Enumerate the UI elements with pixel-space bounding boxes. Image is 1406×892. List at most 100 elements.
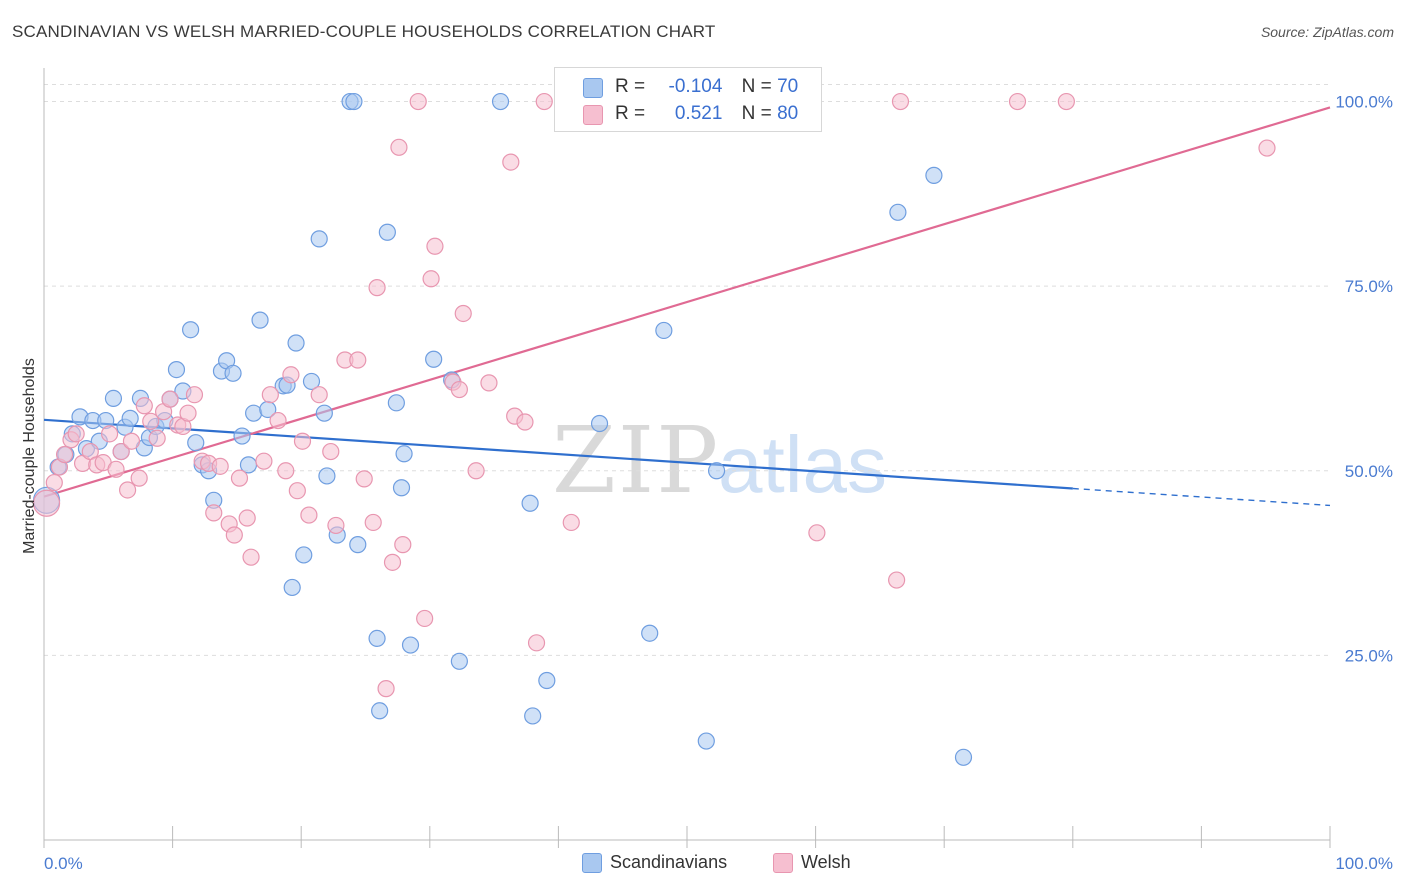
data-point-welsh bbox=[282, 366, 300, 384]
data-point-welsh bbox=[527, 634, 546, 652]
data-point-welsh bbox=[1057, 92, 1075, 111]
legend-label-welsh: Welsh bbox=[801, 852, 851, 872]
data-point-scandinavians bbox=[401, 636, 420, 654]
data-point-welsh bbox=[135, 397, 153, 415]
watermark-zip: ZIP bbox=[552, 407, 720, 514]
data-point-welsh bbox=[310, 386, 328, 404]
x-tick-label-min: 0.0% bbox=[44, 854, 83, 873]
data-point-welsh bbox=[808, 524, 826, 542]
data-point-welsh bbox=[377, 680, 395, 698]
data-point-welsh bbox=[467, 462, 485, 480]
data-point-scandinavians bbox=[104, 389, 123, 407]
trend-line-scandinavians-extension bbox=[1072, 487, 1331, 507]
data-point-scandinavians bbox=[707, 462, 726, 480]
data-point-scandinavians bbox=[121, 409, 139, 427]
data-point-welsh bbox=[394, 536, 412, 554]
data-point-scandinavians bbox=[295, 546, 313, 564]
data-point-welsh bbox=[368, 279, 386, 297]
data-point-scandinavians bbox=[697, 732, 715, 750]
data-point-welsh bbox=[322, 442, 340, 461]
data-point-welsh bbox=[383, 553, 402, 571]
data-point-welsh bbox=[118, 481, 137, 499]
data-point-scandinavians bbox=[954, 748, 973, 766]
data-point-welsh bbox=[409, 92, 427, 111]
data-point-scandinavians bbox=[590, 414, 609, 433]
data-point-scandinavians bbox=[167, 361, 186, 379]
data-point-welsh bbox=[161, 390, 179, 408]
data-point-welsh bbox=[242, 548, 260, 566]
data-point-scandinavians bbox=[371, 702, 389, 720]
data-point-welsh bbox=[122, 432, 141, 450]
data-point-welsh bbox=[225, 526, 243, 544]
data-point-welsh bbox=[1008, 92, 1027, 111]
data-point-welsh bbox=[107, 460, 125, 478]
data-point-welsh bbox=[349, 351, 367, 369]
data-point-scandinavians bbox=[224, 364, 242, 382]
data-point-welsh bbox=[426, 237, 444, 255]
data-point-welsh bbox=[891, 92, 910, 111]
data-point-scandinavians bbox=[538, 671, 556, 690]
axes bbox=[43, 68, 1331, 848]
data-point-scandinavians bbox=[318, 467, 336, 485]
data-point-scandinavians bbox=[491, 92, 510, 111]
data-point-scandinavians bbox=[287, 334, 305, 352]
data-point-welsh bbox=[502, 153, 520, 171]
data-point-welsh bbox=[100, 425, 119, 443]
data-point-scandinavians bbox=[378, 223, 396, 241]
data-points bbox=[32, 92, 1276, 766]
y-axis-label: Married-couple Households bbox=[21, 358, 38, 554]
data-point-scandinavians bbox=[310, 230, 328, 248]
data-point-welsh bbox=[454, 304, 472, 323]
data-point-welsh bbox=[112, 442, 130, 461]
data-point-welsh bbox=[67, 425, 85, 443]
data-point-scandinavians bbox=[925, 166, 943, 184]
legend-n-value: 80 bbox=[777, 103, 799, 124]
data-point-welsh bbox=[45, 473, 63, 492]
y-tick-label: 100.0% bbox=[1335, 93, 1393, 112]
watermark-atlas: atlas bbox=[718, 420, 887, 509]
data-point-welsh bbox=[179, 404, 197, 422]
data-point-welsh bbox=[300, 506, 318, 524]
data-point-scandinavians bbox=[251, 311, 269, 329]
data-point-welsh bbox=[327, 516, 345, 535]
data-point-welsh bbox=[130, 469, 148, 487]
tick-labels: 0.0% 100.0% Married-couple Households 25… bbox=[21, 93, 1393, 873]
data-point-welsh bbox=[148, 429, 166, 447]
legend-swatch-blue bbox=[583, 78, 603, 98]
watermark: ZIP atlas bbox=[552, 407, 887, 514]
legend-r-value: -0.104 bbox=[668, 76, 723, 97]
data-point-welsh bbox=[535, 92, 553, 111]
data-point-welsh bbox=[364, 513, 382, 532]
data-point-welsh bbox=[422, 270, 440, 288]
y-tick-label: 25.0% bbox=[1345, 646, 1393, 665]
legend-label-scandinavians: Scandinavians bbox=[610, 852, 728, 872]
data-point-scandinavians bbox=[233, 427, 251, 445]
data-point-welsh bbox=[55, 445, 74, 464]
data-point-welsh bbox=[255, 452, 273, 470]
data-point-welsh bbox=[293, 432, 312, 450]
data-point-scandinavians bbox=[349, 536, 367, 554]
data-point-welsh bbox=[288, 482, 306, 500]
data-point-scandinavians bbox=[521, 494, 539, 512]
chart-title: SCANDINAVIAN VS WELSH MARRIED-COUPLE HOU… bbox=[12, 22, 716, 41]
trend-lines bbox=[43, 106, 1331, 507]
data-point-scandinavians bbox=[315, 404, 333, 422]
data-point-scandinavians bbox=[283, 578, 301, 597]
y-tick-label: 75.0% bbox=[1345, 277, 1393, 296]
data-point-scandinavians bbox=[182, 321, 200, 339]
legend-r-value: 0.521 bbox=[674, 103, 723, 124]
data-point-welsh bbox=[516, 413, 534, 431]
data-point-welsh bbox=[142, 412, 160, 430]
correlation-legend: R = -0.104 N = 70 R = 0.521 N = 80 bbox=[554, 67, 822, 132]
data-point-scandinavians bbox=[395, 445, 413, 463]
data-point-welsh bbox=[355, 470, 373, 488]
legend-r-label: R = bbox=[615, 103, 646, 124]
trend-line-welsh bbox=[43, 106, 1331, 498]
y-tick-label: 50.0% bbox=[1345, 462, 1393, 481]
data-point-welsh bbox=[261, 386, 279, 404]
data-point-scandinavians bbox=[425, 350, 443, 368]
data-point-scandinavians bbox=[450, 652, 468, 670]
legend-r-label: R = bbox=[615, 76, 646, 97]
data-point-welsh bbox=[32, 489, 61, 517]
